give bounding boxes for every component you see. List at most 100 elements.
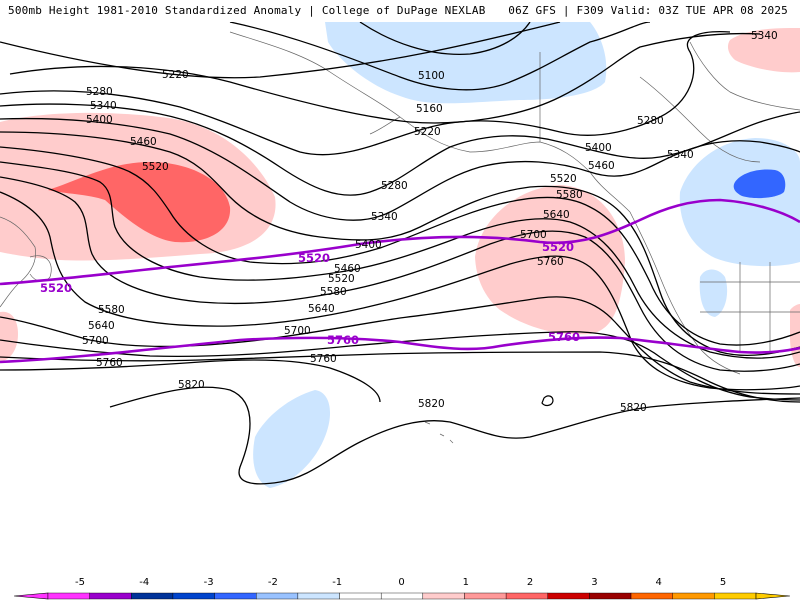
colorbar-tick-label: 3: [591, 577, 597, 588]
contour-line: [229, 22, 651, 91]
highlight-labels: 5520 5520 5520 5760 5760: [40, 240, 580, 347]
contour-label: 5760: [310, 353, 337, 365]
highlight-label: 5520: [298, 251, 330, 265]
contour-line: [0, 191, 800, 391]
contour-label: 5640: [308, 303, 335, 315]
contour-labels: 5100 5160 5220 5220 5280 5280 5280 5340 …: [82, 30, 778, 414]
contour-label: 5580: [320, 286, 347, 298]
contour-line: [0, 331, 800, 401]
colorbar-tick-label: -1: [332, 577, 342, 588]
contour-label: 5760: [537, 256, 564, 268]
contour-label: 5400: [355, 239, 382, 251]
colorbar-segment: [131, 592, 174, 600]
colorbar-segment: [47, 592, 90, 600]
contour-label: 5700: [284, 325, 311, 337]
contour-label: 5820: [620, 402, 647, 414]
contour-label: 5220: [414, 126, 441, 138]
colorbar-segments: [13, 592, 791, 600]
contour-line: [9, 32, 761, 124]
negative-anomaly-region: [253, 390, 331, 488]
colorbar: -5 -4 -3 -2 -1 0 1 2 3 4 5: [13, 577, 791, 600]
colorbar-ticks: -5 -4 -3 -2 -1 0 1 2 3 4 5: [75, 577, 726, 588]
colorbar-segment: [714, 592, 757, 600]
highlight-contour-5520: [0, 198, 800, 286]
colorbar-segment: [547, 592, 590, 600]
contour-label: 5340: [751, 30, 778, 42]
map-title: 500mb Height 1981-2010 Standardized Anom…: [8, 4, 486, 17]
colorbar-segment: [672, 592, 715, 600]
contour-label: 5460: [130, 136, 157, 148]
contour-label: 5520: [550, 173, 577, 185]
contour-label: 5460: [334, 263, 361, 275]
contour-line: [0, 296, 800, 395]
contour-label: 5640: [543, 209, 570, 221]
contour-line: [0, 103, 800, 196]
highlight-label: 5760: [327, 333, 359, 347]
contour-line: [0, 131, 800, 357]
contour-label: 5700: [520, 229, 547, 241]
contour-label: 5340: [667, 149, 694, 161]
contour-label: 5400: [86, 114, 113, 126]
colorbar-segment: [89, 592, 132, 600]
contour-label: 5700: [82, 335, 109, 347]
model-run-info: 06Z GFS | F309 Valid: 03Z TUE APR 08 202…: [508, 4, 788, 17]
colorbar-segment: [630, 592, 673, 600]
contour-label: 5460: [588, 160, 615, 172]
colorbar-segment: [297, 592, 340, 600]
negative-anomaly-region: [325, 22, 607, 104]
colorbar-segment: [256, 592, 299, 600]
colorbar-segment: [380, 592, 424, 600]
highlight-contour-5760: [0, 336, 800, 364]
contour-label: 5580: [98, 304, 125, 316]
contour-line: [0, 351, 800, 403]
colorbar-tick-label: 2: [527, 577, 533, 588]
contour-label: 5340: [371, 211, 398, 223]
highlight-label: 5520: [40, 281, 72, 295]
colorbar-segment: [505, 592, 548, 600]
contour-label: 5100: [418, 70, 445, 82]
contour-label: 5640: [88, 320, 115, 332]
contour-line: [109, 386, 800, 485]
colorbar-segment: [464, 592, 507, 600]
anomaly-shading: [0, 22, 800, 488]
contour-label: 5160: [416, 103, 443, 115]
highlight-label: 5760: [548, 330, 580, 344]
positive-anomaly-region: [48, 162, 231, 243]
contour-label: 5220: [162, 69, 189, 81]
header: 500mb Height 1981-2010 Standardized Anom…: [0, 0, 800, 22]
colorbar-tick-label: -3: [204, 577, 214, 588]
colorbar-tick-label: -2: [268, 577, 278, 588]
negative-anomaly-region: [733, 169, 786, 199]
contour-label: 5280: [637, 115, 664, 127]
map-panel: 5100 5160 5220 5220 5280 5280 5280 5340 …: [0, 22, 800, 488]
colorbar-arrow-right: [755, 592, 791, 600]
colorbar-segment: [339, 592, 382, 600]
contour-label: 5820: [418, 398, 445, 410]
highlight-contours: [0, 198, 800, 364]
colorbar-tick-label: -5: [75, 577, 85, 588]
contour-label: 5280: [86, 86, 113, 98]
colorbar-tick-label: 0: [398, 577, 404, 588]
contour-label: 5520: [328, 273, 355, 285]
colorbar-tick-label: 4: [656, 577, 662, 588]
colorbar-segment: [589, 592, 632, 600]
contour-label: 5340: [90, 100, 117, 112]
highlight-label: 5520: [542, 240, 574, 254]
contour-label: 5520: [142, 161, 169, 173]
positive-anomaly-region: [0, 311, 18, 362]
colorbar-segment: [214, 592, 257, 600]
contour-label: 5820: [178, 379, 205, 391]
colorbar-tick-label: -4: [139, 577, 149, 588]
positive-anomaly-region: [727, 28, 800, 73]
contour-line: [0, 22, 561, 79]
colorbar-tick-label: 5: [720, 577, 726, 588]
contour-line: [359, 22, 531, 56]
colorbar-tick-label: 1: [463, 577, 469, 588]
positive-anomaly-region: [790, 304, 800, 367]
contour-label: 5580: [556, 189, 583, 201]
contour-line: [0, 146, 800, 346]
colorbar-segment: [172, 592, 215, 600]
contour-line: [0, 31, 731, 156]
negative-anomaly-region: [699, 269, 728, 317]
colorbar-arrow-left: [13, 592, 49, 600]
